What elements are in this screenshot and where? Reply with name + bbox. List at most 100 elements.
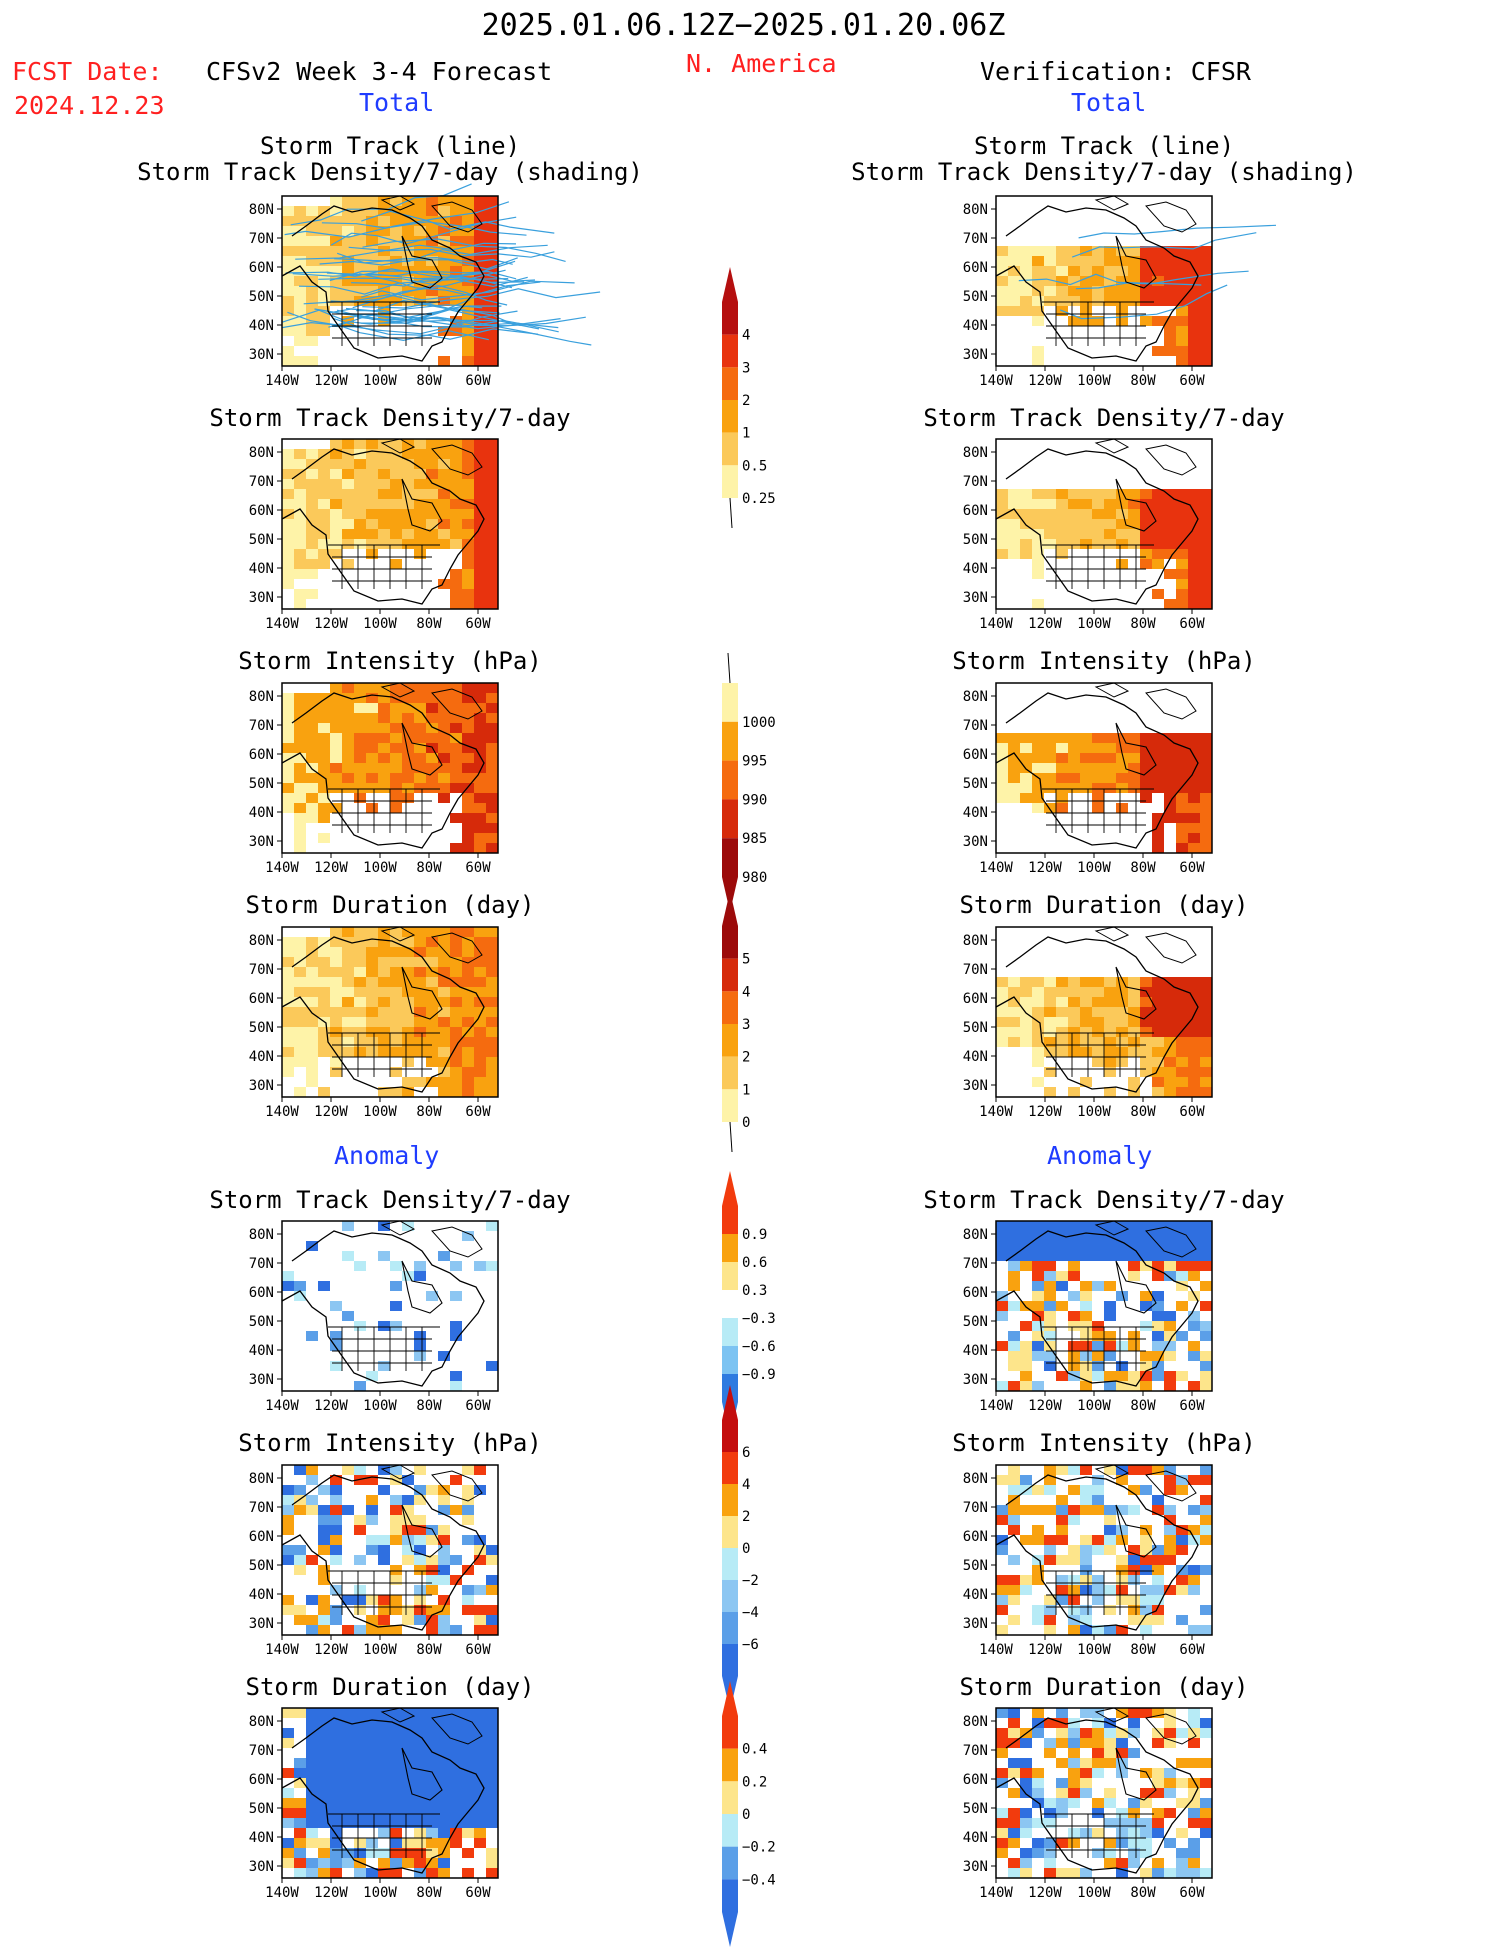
lon-label: 100W bbox=[363, 1104, 397, 1120]
lat-label: 40N bbox=[963, 1049, 988, 1065]
panel-title-density: Storm Track Density/7-day bbox=[923, 404, 1285, 432]
lon-label: 80W bbox=[416, 616, 442, 632]
lon-label: 60W bbox=[1179, 373, 1205, 389]
map-svg: 80N 70N 60N 50N 40N 30N 140W 120W 100W 80W 60W bbox=[249, 682, 499, 876]
lon-label: 120W bbox=[314, 1398, 348, 1414]
panel-title-intensity: Storm Intensity (hPa) bbox=[952, 647, 1256, 675]
lat-label: 80N bbox=[249, 1471, 274, 1487]
map-svg: 80N 70N 60N 50N 40N 30N 140W 120W 100W 80W 60W bbox=[963, 195, 1277, 389]
lat-label: 60N bbox=[963, 1285, 988, 1301]
forecast-title: CFSv2 Week 3-4 Forecast bbox=[206, 57, 553, 86]
lat-label: 80N bbox=[249, 202, 274, 218]
lon-label: 140W bbox=[265, 1104, 299, 1120]
colorbar-label: 2 bbox=[742, 393, 750, 409]
map-panel: 80N 70N 60N 50N 40N 30N 140W 120W 100W 80W 60W bbox=[952, 926, 1228, 1131]
lon-label: 80W bbox=[416, 1642, 442, 1658]
lon-label: 60W bbox=[465, 860, 491, 876]
colorbar-segment bbox=[722, 1484, 738, 1516]
colorbar-segment bbox=[722, 1024, 738, 1057]
colorbar-label: 3 bbox=[742, 360, 750, 376]
lon-label: 120W bbox=[314, 1885, 348, 1901]
lat-label: 40N bbox=[249, 1343, 274, 1359]
lat-label: 70N bbox=[963, 474, 988, 490]
lon-label: 140W bbox=[265, 1885, 299, 1901]
lon-label: 100W bbox=[1077, 373, 1111, 389]
lon-label: 80W bbox=[1130, 1398, 1156, 1414]
colorbar-label: 0.25 bbox=[742, 491, 776, 507]
colorbar-segment bbox=[722, 926, 738, 959]
lon-label: 120W bbox=[1028, 1398, 1062, 1414]
lat-label: 60N bbox=[249, 1529, 274, 1545]
lon-label: 120W bbox=[314, 373, 348, 389]
lon-label: 100W bbox=[363, 1398, 397, 1414]
colorbar-segment bbox=[722, 1420, 738, 1452]
colorbar-label: −6 bbox=[742, 1637, 759, 1653]
lat-label: 40N bbox=[963, 805, 988, 821]
lat-label: 70N bbox=[249, 1256, 274, 1272]
lat-label: 40N bbox=[963, 1587, 988, 1603]
colorbar-label: 1 bbox=[742, 426, 750, 442]
lon-label: 140W bbox=[979, 373, 1013, 389]
lon-label: 60W bbox=[1179, 860, 1205, 876]
lat-label: 60N bbox=[963, 503, 988, 519]
panel-title-track-shading: Storm Track Density/7-day (shading) bbox=[137, 158, 643, 186]
lat-label: 30N bbox=[249, 590, 274, 606]
colorbar-segment bbox=[722, 400, 738, 433]
lat-label: 50N bbox=[963, 532, 988, 548]
colorbar-segment bbox=[722, 1879, 738, 1912]
lat-label: 50N bbox=[963, 1020, 988, 1036]
lon-label: 60W bbox=[1179, 1398, 1205, 1414]
lat-label: 40N bbox=[963, 318, 988, 334]
lon-label: 120W bbox=[1028, 1885, 1062, 1901]
lat-label: 30N bbox=[963, 1078, 988, 1094]
colorbar-segment bbox=[722, 760, 738, 800]
lat-label: 30N bbox=[249, 1616, 274, 1632]
lat-label: 80N bbox=[963, 1227, 988, 1243]
map-svg: 80N 70N 60N 50N 40N 30N 140W 120W 100W 80W 60W bbox=[963, 1464, 1213, 1658]
colorbar-segment bbox=[722, 1262, 738, 1290]
lon-label: 60W bbox=[465, 1398, 491, 1414]
anomaly-label-left: Anomaly bbox=[334, 1141, 440, 1170]
colorbar-label: 5 bbox=[742, 952, 750, 968]
colorbar-segment bbox=[722, 465, 738, 498]
lat-label: 70N bbox=[249, 231, 274, 247]
map-svg: 80N 70N 60N 50N 40N 30N 140W 120W 100W 80W 60W bbox=[249, 1220, 499, 1414]
map-panel: 80N 70N 60N 50N 40N 30N 140W 120W 100W 80W 60W bbox=[238, 1220, 514, 1425]
map-panel: 80N 70N 60N 50N 40N 30N 140W 120W 100W 80W 60W bbox=[238, 438, 514, 643]
colorbar-label: 3 bbox=[742, 1017, 750, 1033]
anomaly-label-right: Anomaly bbox=[1047, 1141, 1153, 1170]
map-panel: 80N 70N 60N 50N 40N 30N 140W 120W 100W 80W 60W bbox=[238, 1464, 514, 1669]
panel-title-anom-density: Storm Track Density/7-day bbox=[923, 1186, 1285, 1214]
lon-label: 120W bbox=[1028, 1104, 1062, 1120]
colorbar-label: 0 bbox=[742, 1541, 750, 1557]
colorbar-label: 1000 bbox=[742, 715, 776, 731]
fcst-date-value: 2024.12.23 bbox=[14, 91, 165, 120]
colorbar-anom_intensity: 6 4 2 0 −2 −4 −6 bbox=[716, 1380, 806, 1720]
lat-label: 60N bbox=[249, 260, 274, 276]
total-label-left: Total bbox=[359, 88, 435, 117]
total-label-right: Total bbox=[1071, 88, 1147, 117]
lat-label: 70N bbox=[963, 718, 988, 734]
lat-label: 60N bbox=[963, 260, 988, 276]
lon-label: 120W bbox=[314, 1642, 348, 1658]
lon-label: 120W bbox=[314, 1104, 348, 1120]
colorbar-segment bbox=[722, 1452, 738, 1484]
lon-label: 120W bbox=[314, 616, 348, 632]
lat-label: 40N bbox=[963, 561, 988, 577]
lon-label: 100W bbox=[1077, 1398, 1111, 1414]
map-svg: 80N 70N 60N 50N 40N 30N 140W 120W 100W 80W 60W bbox=[249, 926, 499, 1120]
map-svg: 80N 70N 60N 50N 40N 30N 140W 120W 100W 80W 60W bbox=[249, 438, 499, 632]
lat-label: 70N bbox=[249, 474, 274, 490]
panel-title-track-shading: Storm Track Density/7-day (shading) bbox=[851, 158, 1357, 186]
lat-label: 50N bbox=[963, 776, 988, 792]
map-panel: 80N 70N 60N 50N 40N 30N 140W 120W 100W 80W 60W bbox=[952, 1707, 1228, 1912]
lon-label: 100W bbox=[363, 616, 397, 632]
lon-label: 120W bbox=[1028, 860, 1062, 876]
lon-label: 100W bbox=[1077, 616, 1111, 632]
lat-label: 50N bbox=[249, 1314, 274, 1330]
colorbar-label: 0.4 bbox=[742, 1742, 767, 1758]
colorbar-label: 0 bbox=[742, 1115, 750, 1131]
map-svg: 80N 70N 60N 50N 40N 30N 140W 120W 100W 80W 60W bbox=[249, 183, 601, 389]
lat-label: 50N bbox=[249, 289, 274, 305]
colorbar-segment bbox=[722, 1206, 738, 1234]
